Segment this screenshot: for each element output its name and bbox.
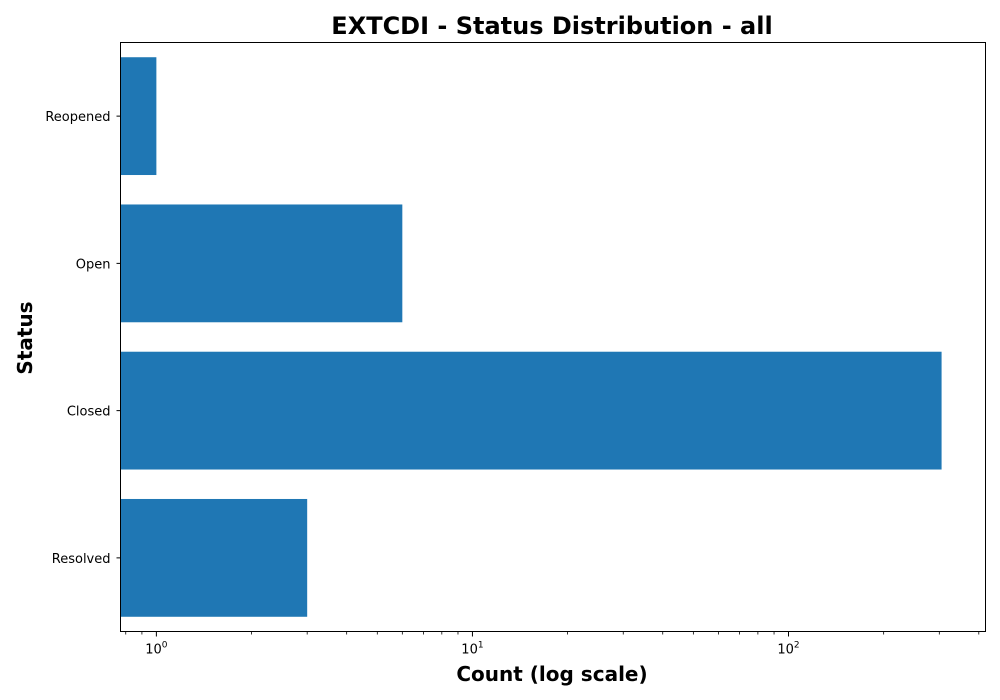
plot-frame — [120, 42, 986, 632]
bar-resolved — [120, 498, 308, 617]
y-axis-label: Status — [13, 301, 37, 374]
bars-layer — [120, 57, 942, 617]
y-tick-label-reopened: Reopened — [45, 110, 110, 125]
bar-open — [120, 204, 403, 323]
y-tick-label-resolved: Resolved — [52, 552, 111, 567]
x-axis-label: Count (log scale) — [456, 662, 647, 686]
y-tick-label-closed: Closed — [67, 405, 111, 420]
ticks-layer: Reopened Open Closed Resolved 100 101 102 — [45, 110, 980, 658]
y-tick-label-open: Open — [76, 257, 111, 272]
bar-reopened — [120, 57, 157, 176]
x-tick-label: 102 — [777, 641, 799, 658]
x-tick-label: 101 — [461, 641, 483, 658]
x-tick-label: 100 — [145, 641, 168, 658]
chart-title: EXTCDI - Status Distribution - all — [331, 12, 772, 40]
bar-closed — [120, 351, 942, 470]
